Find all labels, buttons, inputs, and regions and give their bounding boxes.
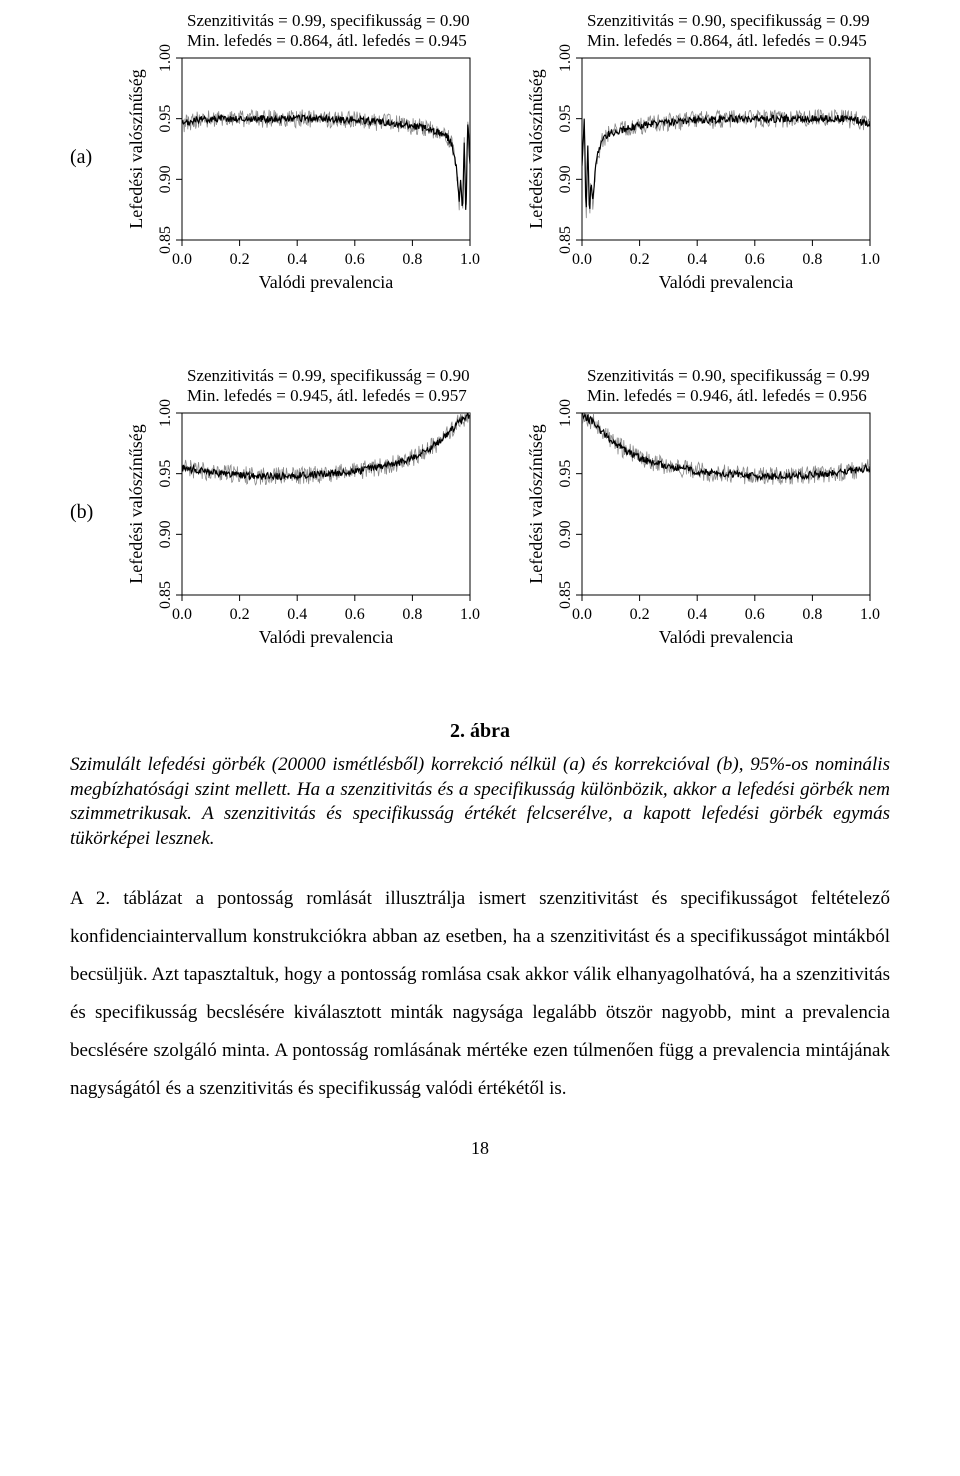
svg-text:1.00: 1.00 xyxy=(557,399,574,427)
svg-text:1.00: 1.00 xyxy=(557,44,574,72)
figure-caption: Szimulált lefedési görbék (20000 ismétlé… xyxy=(70,753,890,852)
page-number: 18 xyxy=(70,1138,890,1159)
svg-text:0.85: 0.85 xyxy=(557,581,574,609)
page-content: (a) Szenzitivitás = 0.99, specifikusság … xyxy=(0,0,960,1199)
row-label-b: (b) xyxy=(70,501,110,524)
panel-b2: Szenzitivitás = 0.90, specifikusság = 0.… xyxy=(520,365,880,660)
svg-text:0.4: 0.4 xyxy=(687,251,707,268)
body-paragraph: A 2. táblázat a pontosság romlását illus… xyxy=(70,880,890,1108)
svg-text:Valódi prevalencia: Valódi prevalencia xyxy=(659,272,793,292)
svg-text:0.90: 0.90 xyxy=(557,520,574,548)
svg-text:0.95: 0.95 xyxy=(157,105,174,133)
svg-text:0.85: 0.85 xyxy=(157,226,174,254)
panel-pair-a: Szenzitivitás = 0.99, specifikusság = 0.… xyxy=(110,10,890,305)
svg-text:0.90: 0.90 xyxy=(157,520,174,548)
svg-text:0.8: 0.8 xyxy=(402,251,422,268)
figure-title: 2. ábra xyxy=(70,720,890,743)
svg-text:Szenzitivitás = 0.99, specifik: Szenzitivitás = 0.99, specifikusság = 0.… xyxy=(187,366,470,385)
panel-pair-b: Szenzitivitás = 0.99, specifikusság = 0.… xyxy=(110,365,890,660)
svg-text:0.4: 0.4 xyxy=(287,606,307,623)
svg-text:0.4: 0.4 xyxy=(687,606,707,623)
svg-text:Lefedési valószínűség: Lefedési valószínűség xyxy=(526,424,546,583)
svg-text:1.00: 1.00 xyxy=(157,399,174,427)
svg-text:0.85: 0.85 xyxy=(157,581,174,609)
svg-text:1.00: 1.00 xyxy=(157,44,174,72)
svg-text:Min. lefedés = 0.945, átl. lef: Min. lefedés = 0.945, átl. lefedés = 0.9… xyxy=(187,386,467,405)
svg-text:Valódi prevalencia: Valódi prevalencia xyxy=(259,627,393,647)
panel-a2: Szenzitivitás = 0.90, specifikusság = 0.… xyxy=(520,10,880,305)
figure-row-b: (b) Szenzitivitás = 0.99, specifikusság … xyxy=(70,365,890,660)
panel-a1: Szenzitivitás = 0.99, specifikusság = 0.… xyxy=(120,10,480,305)
coverage-chart: Szenzitivitás = 0.99, specifikusság = 0.… xyxy=(120,365,480,655)
svg-text:0.0: 0.0 xyxy=(172,606,192,623)
row-label-a: (a) xyxy=(70,146,110,169)
svg-text:0.95: 0.95 xyxy=(557,105,574,133)
svg-text:0.90: 0.90 xyxy=(157,165,174,193)
svg-text:0.0: 0.0 xyxy=(572,251,592,268)
svg-text:Lefedési valószínűség: Lefedési valószínűség xyxy=(126,69,146,228)
svg-text:Min. lefedés = 0.864, átl. lef: Min. lefedés = 0.864, átl. lefedés = 0.9… xyxy=(187,31,467,50)
svg-text:Szenzitivitás = 0.99, specifik: Szenzitivitás = 0.99, specifikusság = 0.… xyxy=(187,11,470,30)
svg-text:0.0: 0.0 xyxy=(572,606,592,623)
svg-text:0.2: 0.2 xyxy=(630,251,650,268)
svg-text:0.2: 0.2 xyxy=(230,606,250,623)
svg-text:Valódi prevalencia: Valódi prevalencia xyxy=(259,272,393,292)
svg-text:1.0: 1.0 xyxy=(860,606,880,623)
svg-text:1.0: 1.0 xyxy=(460,251,480,268)
svg-text:1.0: 1.0 xyxy=(460,606,480,623)
svg-text:Lefedési valószínűség: Lefedési valószínűség xyxy=(526,69,546,228)
coverage-chart: Szenzitivitás = 0.99, specifikusság = 0.… xyxy=(120,10,480,300)
figure-row-a: (a) Szenzitivitás = 0.99, specifikusság … xyxy=(70,10,890,305)
figure-caption-block: 2. ábra Szimulált lefedési görbék (20000… xyxy=(70,720,890,852)
coverage-chart: Szenzitivitás = 0.90, specifikusság = 0.… xyxy=(520,10,880,300)
svg-text:0.6: 0.6 xyxy=(745,606,765,623)
svg-text:0.85: 0.85 xyxy=(557,226,574,254)
svg-text:0.2: 0.2 xyxy=(630,606,650,623)
svg-text:0.0: 0.0 xyxy=(172,251,192,268)
svg-text:Min. lefedés = 0.864, átl. lef: Min. lefedés = 0.864, átl. lefedés = 0.9… xyxy=(587,31,867,50)
svg-text:0.6: 0.6 xyxy=(745,251,765,268)
panel-b1: Szenzitivitás = 0.99, specifikusság = 0.… xyxy=(120,365,480,660)
svg-text:0.95: 0.95 xyxy=(557,460,574,488)
svg-text:Szenzitivitás = 0.90, specifik: Szenzitivitás = 0.90, specifikusság = 0.… xyxy=(587,366,870,385)
svg-text:0.95: 0.95 xyxy=(157,460,174,488)
coverage-chart: Szenzitivitás = 0.90, specifikusság = 0.… xyxy=(520,365,880,655)
svg-text:Valódi prevalencia: Valódi prevalencia xyxy=(659,627,793,647)
svg-text:0.4: 0.4 xyxy=(287,251,307,268)
svg-text:Lefedési valószínűség: Lefedési valószínűség xyxy=(126,424,146,583)
svg-text:0.2: 0.2 xyxy=(230,251,250,268)
svg-text:0.8: 0.8 xyxy=(802,251,822,268)
svg-text:1.0: 1.0 xyxy=(860,251,880,268)
svg-text:0.6: 0.6 xyxy=(345,251,365,268)
svg-text:Min. lefedés = 0.946, átl. lef: Min. lefedés = 0.946, átl. lefedés = 0.9… xyxy=(587,386,867,405)
svg-text:0.8: 0.8 xyxy=(402,606,422,623)
svg-text:0.8: 0.8 xyxy=(802,606,822,623)
svg-text:0.90: 0.90 xyxy=(557,165,574,193)
svg-text:Szenzitivitás = 0.90, specifik: Szenzitivitás = 0.90, specifikusság = 0.… xyxy=(587,11,870,30)
svg-text:0.6: 0.6 xyxy=(345,606,365,623)
